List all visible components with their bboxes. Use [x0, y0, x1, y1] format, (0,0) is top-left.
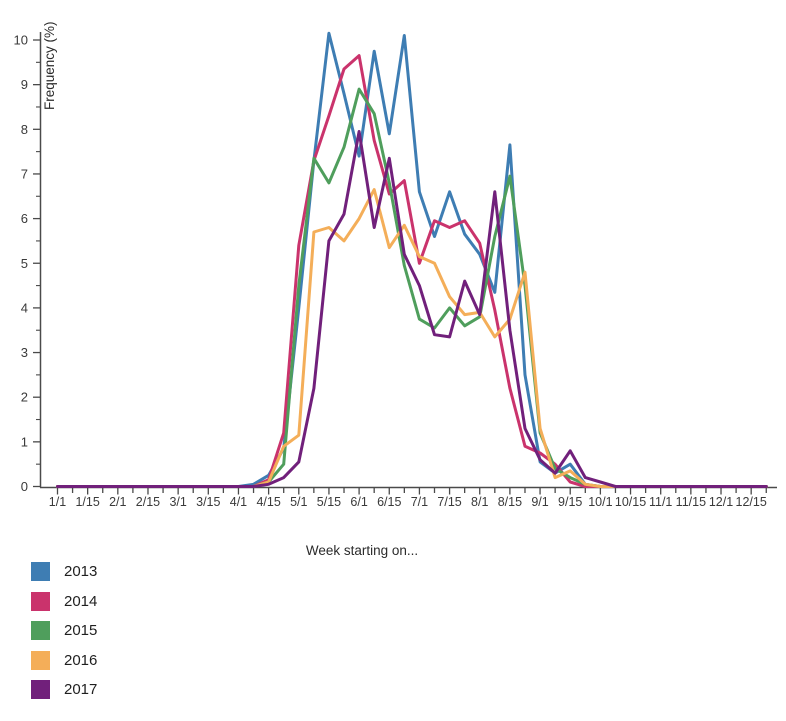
y-tick-label: 9 [21, 77, 28, 92]
legend-swatch-icon [31, 650, 50, 670]
x-tick-label: 2/1 [109, 495, 126, 509]
legend-item-2013: 2013 [31, 562, 97, 581]
legend-item-2015: 2015 [31, 621, 97, 640]
series-line-2016 [56, 188, 768, 488]
x-tick-label: 11/15 [676, 495, 706, 509]
y-tick-label: 2 [21, 390, 28, 405]
x-axis: 1/1 1/15 2/1 2/15 3/1 3/15 4/1 4/15 5/1 5/15 6/1 6/… [40, 486, 777, 509]
x-tick-label: 1/15 [75, 495, 99, 509]
y-tick-label: 4 [21, 300, 28, 315]
series-line-2015 [56, 87, 768, 488]
legend: 2013 2014 2015 2016 2017 [31, 562, 97, 710]
x-tick-label: 5/1 [290, 495, 307, 509]
legend-item-2014: 2014 [31, 591, 98, 611]
legend-label: 2016 [64, 651, 98, 669]
y-tick-label: 6 [21, 211, 28, 226]
series-line-2017 [56, 130, 768, 488]
legend-item-2016: 2016 [31, 650, 98, 670]
legend-swatch-icon [31, 562, 50, 581]
frequency-line-chart: Frequency (%) 0 1 2 3 4 5 6 7 8 9 10 1/1 1/15 2/1 2/1… [14, 21, 777, 509]
legend-label: 2015 [64, 622, 98, 639]
legend-label: 2013 [64, 563, 98, 580]
x-tick-label: 1/1 [49, 495, 66, 509]
legend-item-2017: 2017 [31, 680, 97, 699]
x-tick-label: 3/15 [196, 495, 220, 509]
y-axis-title: Frequency (%) [42, 21, 57, 110]
x-tick-label: 7/1 [411, 495, 428, 509]
x-tick-label: 8/1 [471, 495, 488, 509]
series-line-2013 [56, 31, 768, 488]
x-axis-title: Week starting on... [305, 543, 419, 558]
y-tick-label: 1 [21, 434, 28, 449]
x-tick-label: 7/15 [437, 495, 461, 509]
legend-label: 2014 [64, 592, 98, 610]
x-tick-label: 8/15 [498, 495, 522, 509]
x-tick-label: 4/15 [256, 495, 280, 509]
x-tick-label: 10/15 [615, 495, 646, 509]
y-tick-label: 0 [21, 479, 28, 494]
x-tick-label: 10/1 [588, 495, 612, 509]
series-lines [56, 31, 768, 488]
y-tick-label: 3 [21, 345, 28, 360]
x-tick-label: 11/1 [649, 495, 672, 509]
x-tick-label: 4/1 [230, 495, 247, 509]
x-tick-label: 6/15 [377, 495, 401, 509]
x-tick-label: 3/1 [169, 495, 186, 509]
x-tick-label: 6/1 [350, 495, 367, 509]
legend-swatch-icon [31, 621, 50, 640]
y-tick-label: 5 [21, 256, 28, 271]
x-tick-label: 9/15 [558, 495, 582, 509]
x-tick-label: 12/1 [709, 495, 733, 509]
x-tick-label: 2/15 [136, 495, 160, 509]
x-tick-label: 9/1 [531, 495, 548, 509]
x-tick-label: 12/15 [736, 495, 767, 509]
y-tick-label: 10 [14, 33, 28, 48]
legend-swatch-icon [31, 591, 50, 611]
legend-swatch-icon [31, 680, 50, 699]
y-tick-label: 8 [21, 122, 28, 137]
x-tick-label: 5/15 [317, 495, 341, 509]
legend-label: 2017 [64, 681, 98, 698]
y-tick-label: 7 [21, 166, 28, 181]
y-axis: 0 1 2 3 4 5 6 7 8 9 10 [14, 32, 42, 494]
